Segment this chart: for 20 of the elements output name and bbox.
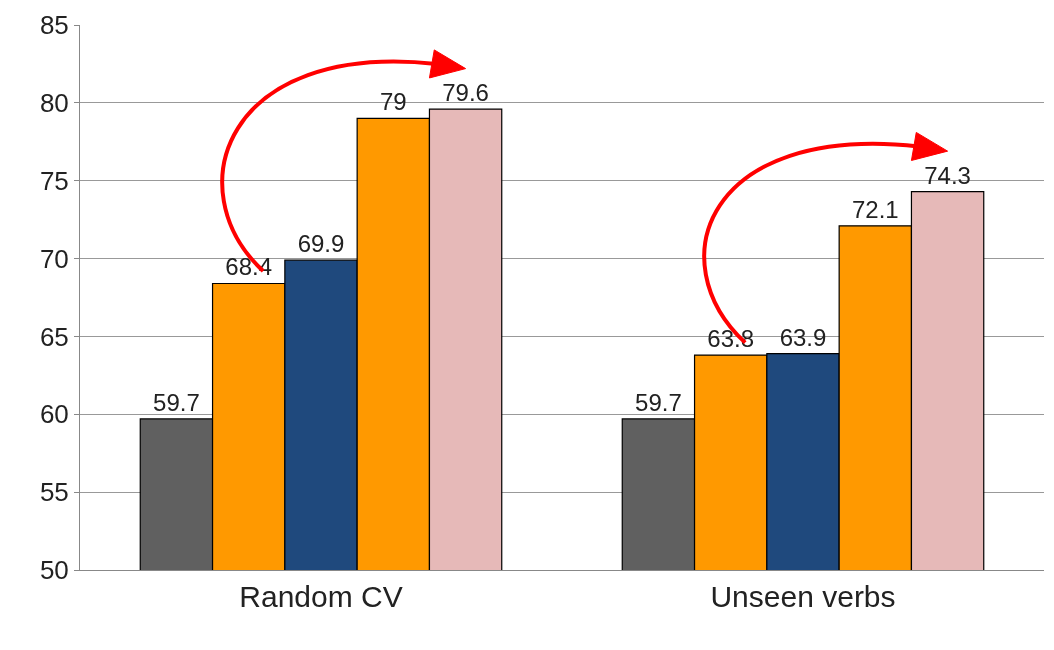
y-tick-label: 55 bbox=[39, 477, 69, 508]
x-tick-label: Unseen verbs bbox=[710, 580, 896, 613]
data-label: 74.3 bbox=[924, 161, 971, 189]
data-label: 68.4 bbox=[225, 253, 273, 281]
y-tick-label: 80 bbox=[39, 87, 69, 118]
y-tick-label: 60 bbox=[39, 399, 69, 430]
y-tick-label: 50 bbox=[39, 555, 69, 586]
data-label: 79.6 bbox=[442, 79, 489, 107]
data-label: 63.8 bbox=[707, 325, 755, 353]
y-tick-label: 65 bbox=[39, 321, 69, 352]
data-label: 79 bbox=[379, 88, 407, 116]
data-label: 63.9 bbox=[779, 323, 827, 351]
y-tick-label: 75 bbox=[39, 165, 69, 196]
data-label: 69.9 bbox=[297, 230, 345, 258]
x-tick-label: Random CV bbox=[239, 580, 403, 613]
y-tick-label: 70 bbox=[39, 243, 69, 274]
data-label: 59.7 bbox=[153, 388, 200, 416]
data-label: 59.7 bbox=[635, 388, 682, 416]
data-label: 72.1 bbox=[851, 195, 899, 223]
y-tick-label: 85 bbox=[39, 10, 69, 41]
